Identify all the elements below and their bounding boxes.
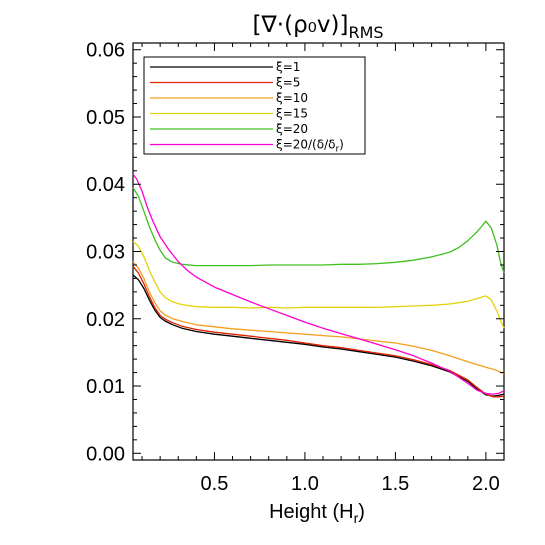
- series-line-2: [132, 265, 505, 398]
- x-axis-title-suffix: ): [358, 501, 365, 523]
- legend-label-text: ξ=20/(δ/δ: [276, 138, 335, 152]
- legend-label-1: ξ=1: [276, 60, 300, 74]
- series-layer: [132, 173, 505, 398]
- chart-title-subscript: RMS: [348, 23, 383, 42]
- y-tick-label: 0.06: [86, 40, 125, 62]
- x-tick-label: 2.0: [472, 473, 500, 495]
- legend-entries: ξ=1 ξ=5ξ=10 ξ=15ξ=20 ξ=20/(δ/δr): [150, 60, 344, 155]
- y-tick-label: 0.02: [86, 309, 125, 331]
- legend-label-subscript: r: [335, 145, 339, 155]
- series-line-3: [132, 261, 505, 375]
- x-axis-title-main: Height (H: [269, 501, 353, 523]
- chart-title-main: [∇·(ρ₀v)]: [252, 12, 348, 38]
- legend-label-text: ξ=10: [276, 91, 308, 105]
- legend-label-suffix: ): [339, 138, 344, 152]
- y-tick-label: 0.04: [86, 174, 125, 196]
- series-line-1: [132, 274, 505, 397]
- legend-label-6: ξ=20/(δ/δr): [276, 138, 344, 155]
- ticks-layer: [133, 43, 505, 460]
- x-tick-label: 1.5: [382, 473, 410, 495]
- x-axis-title: Height (Hr): [269, 501, 365, 526]
- series-line-4: [132, 240, 505, 329]
- y-tick-label: 0.00: [86, 443, 125, 465]
- legend-label-5: ξ=20: [276, 122, 308, 136]
- series-line-5: [132, 187, 505, 274]
- legend: ξ=1 ξ=5ξ=10 ξ=15ξ=20 ξ=20/(δ/δr): [143, 56, 366, 155]
- legend-label-text: ξ=1: [276, 60, 300, 74]
- x-tick-label: 1.0: [291, 473, 319, 495]
- x-axis-title-subscript: r: [354, 510, 359, 526]
- legend-label-2: ξ=5: [276, 76, 300, 90]
- legend-label-text: ξ=5: [276, 76, 300, 90]
- x-tick-label: 0.5: [201, 473, 229, 495]
- y-tick-label: 0.03: [86, 242, 125, 264]
- tick-labels-layer: 0.5 1.0 1.5 2.0 0.00 0.01 0.02 0.03 0.04 0.05 0.06: [86, 40, 500, 495]
- legend-label-text: ξ=20: [276, 122, 308, 136]
- y-tick-label: 0.01: [86, 376, 125, 398]
- y-tick-label: 0.05: [86, 107, 125, 129]
- legend-label-text: ξ=15: [276, 107, 308, 121]
- legend-label-3: ξ=10: [276, 91, 308, 105]
- legend-label-4: ξ=15: [276, 107, 308, 121]
- series-line-6: [132, 173, 505, 395]
- chart-title: [∇·(ρ₀v)]RMS: [252, 12, 383, 42]
- legend-box: [143, 56, 366, 155]
